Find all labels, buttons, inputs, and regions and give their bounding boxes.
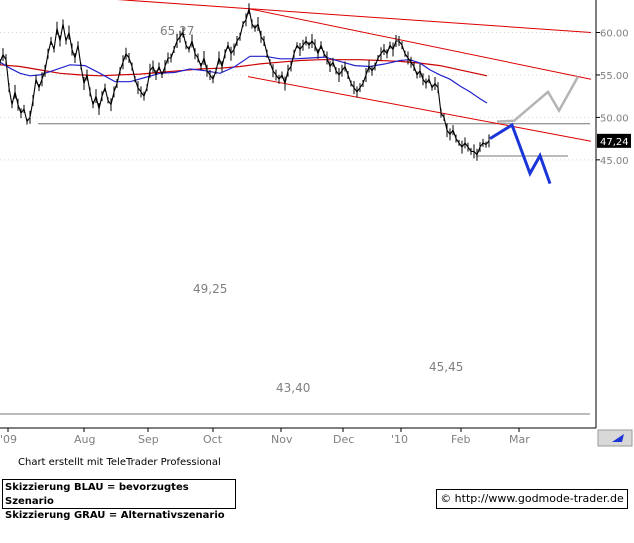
x-tick-label: Mar <box>509 433 530 446</box>
trendline <box>117 0 592 33</box>
moving-average-red <box>0 59 488 77</box>
price-series <box>0 3 490 161</box>
level-label: 65,27 <box>160 24 194 38</box>
moving-averages <box>0 55 488 104</box>
scenario-sketches <box>489 75 580 185</box>
x-tick-label: Oct <box>203 433 223 446</box>
level-lines: 65,27 49,25 45,45 43,40 <box>0 24 590 415</box>
y-tick-label: 45.00 <box>600 156 629 167</box>
source-credit[interactable]: © http://www.godmode-trader.de <box>436 489 628 509</box>
y-tick-label: 60.00 <box>600 29 629 40</box>
plot-area <box>0 0 596 428</box>
trendlines <box>117 0 592 142</box>
created-with-note: Chart erstellt mit TeleTrader Profession… <box>18 457 221 468</box>
x-tick-label: Feb <box>451 433 470 446</box>
scenario-blue-line <box>489 122 552 185</box>
y-tick-label: 50.00 <box>600 113 629 124</box>
scenario-legend: Skizzierung BLAU = bevorzugtes Szenario … <box>2 479 236 521</box>
trendline <box>248 8 592 80</box>
level-label: 43,40 <box>276 381 310 395</box>
x-tick-label: Nov <box>271 433 293 446</box>
scenario-gray-line <box>496 75 580 123</box>
x-tick-label: '09 <box>0 433 17 446</box>
axis-labels: 45.0050.0055.0060.0065.00'09AugSepOctNov… <box>0 29 631 446</box>
axes <box>0 0 597 429</box>
arrow-icon <box>612 434 624 442</box>
x-tick-label: Dec <box>333 433 354 446</box>
last-price-box <box>597 133 631 148</box>
last-price-label: 47,24 <box>600 137 629 148</box>
legend-blue-text: Skizzierung BLAU = bevorzugtes Szenario <box>5 482 189 507</box>
y-tick-label: 55.00 <box>600 71 629 82</box>
trendline <box>247 76 592 142</box>
scroll-arrow-button[interactable] <box>597 429 633 447</box>
x-tick-label: Aug <box>74 433 95 446</box>
level-label: 49,25 <box>193 282 227 296</box>
moving-average-blue <box>0 55 488 104</box>
x-tick-label: '10 <box>391 433 408 446</box>
x-tick-label: Sep <box>138 433 159 446</box>
level-label: 45,45 <box>429 360 463 374</box>
gridlines <box>0 32 596 161</box>
legend-gray-text: Skizzierung GRAU = Alternativszenario <box>5 510 225 521</box>
stock-chart: 65,27 49,25 45,45 43,40 45.00 50.00 55.00 60.0… <box>0 0 633 447</box>
